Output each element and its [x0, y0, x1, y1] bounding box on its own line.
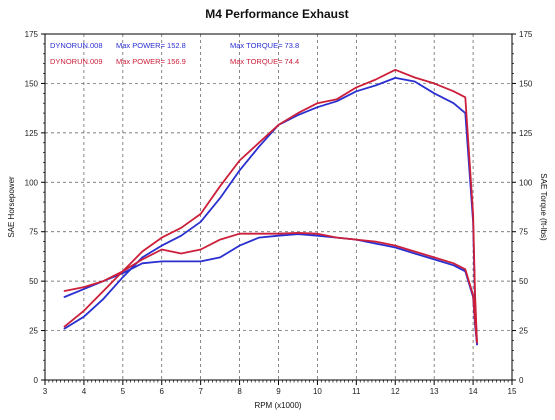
y-right-tick-label: 125	[519, 129, 533, 138]
grid-layer	[45, 34, 512, 380]
x-tick-label: 10	[313, 387, 322, 396]
y-left-tick-label: 125	[25, 129, 39, 138]
y-right-tick-label: 75	[519, 228, 528, 237]
y-right-tick-label: 175	[519, 30, 533, 39]
y-axis-right: 0 25 50 75 100 125 150 175	[512, 30, 533, 385]
y-left-tick-label: 50	[29, 277, 38, 286]
y-left-tick-label: 100	[25, 178, 39, 187]
y-right-tick-label: 150	[519, 79, 533, 88]
y-left-tick-label: 175	[25, 30, 39, 39]
y-right-tick-label: 25	[519, 327, 528, 336]
x-tick-label: 8	[237, 387, 242, 396]
series-layer	[63, 68, 478, 346]
legend-torque-008: Max TORQUE= 73.8	[230, 41, 299, 50]
series-line-dynorun-008-1	[63, 233, 478, 346]
x-tick-label: 13	[430, 387, 439, 396]
x-tick-label: 15	[508, 387, 517, 396]
legend-power-009: Max POWER= 156.9	[116, 57, 186, 66]
y-right-tick-label: 50	[519, 277, 528, 286]
x-tick-label: 7	[198, 387, 203, 396]
y-axis-left-title: SAE Horsepower	[7, 176, 16, 238]
y-axis-right-title: SAE Torque (ft-lbs)	[539, 173, 548, 241]
legend-run-009: DYNORUN.009	[50, 57, 103, 66]
legend-run-008: DYNORUN.008	[50, 41, 103, 50]
x-tick-label: 4	[82, 387, 87, 396]
x-tick-label: 5	[121, 387, 126, 396]
x-tick-label: 14	[469, 387, 478, 396]
y-right-tick-label: 100	[519, 178, 533, 187]
x-tick-label: 9	[276, 387, 281, 396]
x-tick-label: 6	[160, 387, 165, 396]
legend-power-008: Max POWER= 152.8	[116, 41, 186, 50]
series-line-dynorun-009-3	[63, 231, 478, 344]
y-left-tick-label: 75	[29, 228, 38, 237]
chart-title: M4 Performance Exhaust	[205, 7, 348, 21]
y-left-tick-label: 0	[34, 376, 39, 385]
y-left-tick-label: 25	[29, 327, 38, 336]
x-axis-title: RPM (x1000)	[254, 401, 301, 410]
series-line-dynorun-008-0	[63, 77, 478, 346]
legend: DYNORUN.008 Max POWER= 152.8 Max TORQUE=…	[50, 41, 299, 66]
legend-torque-009: Max TORQUE= 74.4	[230, 57, 299, 66]
x-tick-label: 3	[43, 387, 48, 396]
y-right-tick-label: 0	[519, 376, 524, 385]
y-axis-left: 0 25 50 75 100 125 150 175	[25, 30, 45, 385]
x-tick-label: 12	[391, 387, 400, 396]
y-left-tick-label: 150	[25, 79, 39, 88]
series-line-dynorun-009-2	[63, 68, 478, 344]
x-tick-label: 11	[352, 387, 361, 396]
x-axis: 3 4 5 6 7 8 9 10 11 12 13 14 15	[43, 380, 517, 396]
